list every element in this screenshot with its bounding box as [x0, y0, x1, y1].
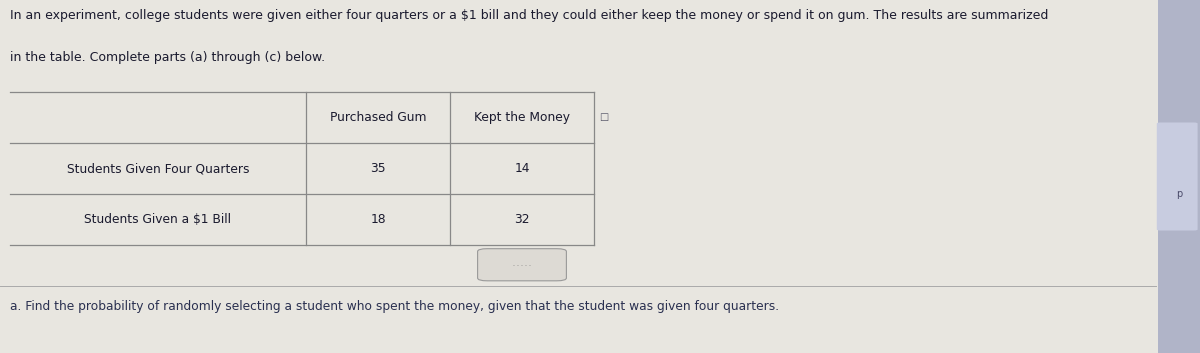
Text: □: □: [599, 112, 608, 122]
Text: 32: 32: [515, 213, 529, 226]
Text: In an experiment, college students were given either four quarters or a $1 bill : In an experiment, college students were …: [10, 9, 1048, 22]
Text: 35: 35: [370, 162, 386, 175]
Text: a. Find the probability of randomly selecting a student who spent the money, giv: a. Find the probability of randomly sele…: [10, 300, 779, 313]
FancyBboxPatch shape: [1157, 122, 1198, 231]
FancyBboxPatch shape: [478, 249, 566, 281]
Text: Students Given a $1 Bill: Students Given a $1 Bill: [84, 213, 232, 226]
Text: 14: 14: [515, 162, 529, 175]
Text: 18: 18: [370, 213, 386, 226]
Text: Students Given Four Quarters: Students Given Four Quarters: [66, 162, 250, 175]
Text: p: p: [1176, 189, 1182, 199]
Text: Kept the Money: Kept the Money: [474, 111, 570, 124]
Text: in the table. Complete parts (a) through (c) below.: in the table. Complete parts (a) through…: [10, 51, 325, 64]
FancyBboxPatch shape: [1158, 0, 1200, 353]
Text: . . . . .: . . . . .: [514, 262, 530, 267]
Text: Purchased Gum: Purchased Gum: [330, 111, 426, 124]
